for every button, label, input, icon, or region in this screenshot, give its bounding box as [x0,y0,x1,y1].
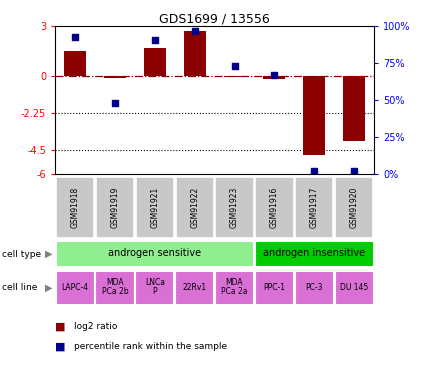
Text: ▶: ▶ [45,249,52,259]
Text: 22Rv1: 22Rv1 [183,283,207,292]
Bar [255,177,294,237]
Text: GSM91919: GSM91919 [110,186,119,228]
Bar [264,76,285,79]
Bar [303,76,325,154]
Bar [56,271,95,304]
Text: percentile rank within the sample: percentile rank within the sample [74,342,227,351]
Point [72,34,79,40]
Bar [295,271,334,304]
Text: PC-3: PC-3 [306,283,323,292]
Point [311,168,317,174]
Point [271,72,278,78]
Text: GSM91916: GSM91916 [270,186,279,228]
Text: GSM91923: GSM91923 [230,186,239,228]
Bar [335,177,373,237]
Bar [343,76,365,141]
Text: GSM91921: GSM91921 [150,187,159,228]
Text: LAPC-4: LAPC-4 [62,283,89,292]
Text: MDA
PCa 2a: MDA PCa 2a [221,278,248,297]
Text: GSM91917: GSM91917 [310,186,319,228]
Text: cell line: cell line [2,284,37,292]
Text: LNCa
P: LNCa P [145,278,165,297]
Bar [184,31,206,76]
Text: androgen insensitive: androgen insensitive [263,249,366,258]
Text: log2 ratio: log2 ratio [74,322,118,331]
Text: GSM91922: GSM91922 [190,187,199,228]
Bar [334,271,374,304]
Bar [56,177,94,237]
Bar [175,271,214,304]
Bar [255,271,294,304]
Text: MDA
PCa 2b: MDA PCa 2b [102,278,128,297]
Text: GSM91918: GSM91918 [71,187,79,228]
Bar [104,76,126,78]
Point [191,28,198,34]
Bar [176,177,214,237]
Bar [215,271,254,304]
Bar [96,177,134,237]
Point [351,168,357,174]
Bar [255,241,374,267]
Text: ■: ■ [55,321,66,331]
Bar [144,48,166,76]
Text: ■: ■ [55,342,66,352]
Bar [215,177,254,237]
Point [112,100,119,106]
Text: androgen sensitive: androgen sensitive [108,249,201,258]
Bar [136,177,174,237]
Bar [64,51,86,76]
Title: GDS1699 / 13556: GDS1699 / 13556 [159,12,270,25]
Bar [224,76,246,77]
Point [151,37,158,43]
Text: PPC-1: PPC-1 [264,283,286,292]
Bar [295,177,333,237]
Text: DU 145: DU 145 [340,283,368,292]
Bar [96,271,135,304]
Point [231,63,238,69]
Text: ▶: ▶ [45,283,52,293]
Text: cell type: cell type [2,250,41,259]
Text: GSM91920: GSM91920 [350,186,359,228]
Bar [56,241,254,267]
Bar [135,271,174,304]
